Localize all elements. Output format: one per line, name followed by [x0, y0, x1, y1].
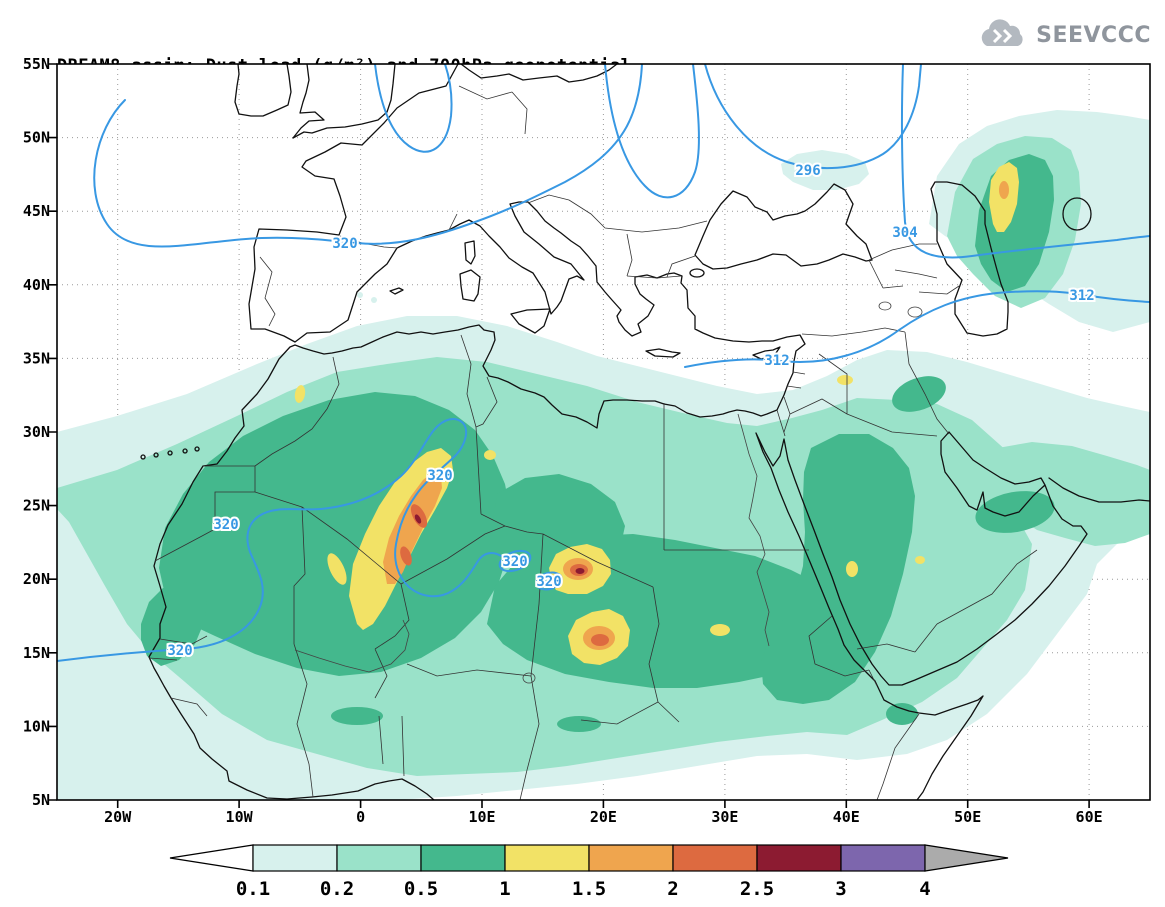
colorbar-segment [252, 844, 338, 872]
x-axis-tick-label: 30E [711, 808, 738, 826]
colorbar-arrow-low [169, 844, 254, 872]
rivers [294, 301, 923, 684]
contour-label: 320 [213, 517, 238, 533]
cloud-chevrons [993, 28, 1013, 44]
coastlines [140, 64, 1150, 800]
contour-304 [900, 64, 1150, 259]
contour-label: 320 [427, 468, 452, 484]
colorbar-segment [420, 844, 506, 872]
colorbar-segment [672, 844, 758, 872]
contour-label: 296 [795, 163, 820, 179]
y-axis-tick-label: 10N [23, 717, 50, 735]
dust-shading-level-2.5 [414, 514, 585, 574]
y-axis-tick-label: 50N [23, 129, 50, 147]
colorbar-segment [840, 844, 926, 872]
contour-trough-west [374, 64, 453, 153]
colorbar-tick-label: 1.5 [572, 878, 606, 900]
contour-320-africa [57, 417, 502, 662]
contour-label: 312 [764, 353, 789, 369]
colorbar-segment [504, 844, 590, 872]
contour-label: 320 [332, 236, 357, 252]
contour-label: 320 [536, 574, 561, 590]
logo-text: SEEVCCC [1036, 22, 1151, 48]
colorbar-arrow-high [924, 844, 1009, 872]
y-axis-tick-label: 40N [23, 276, 50, 294]
colorbar-segment [588, 844, 674, 872]
x-axis-tick-label: 10E [468, 808, 495, 826]
colorbar-segment [756, 844, 842, 872]
x-axis-tick-label: 20W [104, 808, 132, 826]
colorbar-tick-label: 0.2 [320, 878, 354, 900]
seevccc-logo: SEEVCCC [977, 18, 1151, 52]
x-axis-tick-label: 10W [226, 808, 254, 826]
x-axis-tick-label: 20E [590, 808, 617, 826]
colorbar-tick-label: 4 [919, 878, 930, 900]
colorbar-tick-label: 1 [499, 878, 510, 900]
cloud-logo-icon [981, 19, 1023, 46]
contour-labels: 320 296 304 312 312 320 320 320 320 320 [165, 161, 1096, 661]
contour-320-closed-b [535, 571, 563, 591]
x-axis: 20W 10W 0 10E 20E 30E 40E 50E 60E [104, 808, 1102, 826]
y-axis-tick-label: 25N [23, 497, 50, 515]
contour-trough-mid [604, 64, 700, 199]
x-axis-tick-label: 50E [954, 808, 981, 826]
contour-label: 320 [502, 554, 527, 570]
colorbar [169, 844, 1009, 872]
x-axis-tick-label: 60E [1076, 808, 1103, 826]
cloud-shape [981, 19, 1023, 46]
contour-320-closed-a [498, 549, 532, 573]
y-axis-tick-label: 30N [23, 423, 50, 441]
colorbar-labels: 0.1 0.2 0.5 1 1.5 2 2.5 3 4 [236, 878, 931, 900]
y-axis-tick-label: 45N [23, 202, 50, 220]
map-plot-area: 320 296 304 312 312 320 320 320 320 320 [56, 63, 1151, 801]
colorbar-tick-label: 0.5 [404, 878, 438, 900]
y-axis: 55N 50N 45N 40N 35N 30N 25N 20N 15N 10N … [23, 55, 50, 809]
colorbar-tick-label: 2 [667, 878, 678, 900]
axis-ticks [49, 63, 1090, 808]
y-axis-tick-label: 20N [23, 570, 50, 588]
contour-label: 320 [167, 643, 192, 659]
colorbar-segment [336, 844, 422, 872]
contour-label: 304 [892, 225, 917, 241]
y-axis-tick-label: 55N [23, 55, 50, 73]
y-axis-tick-label: 35N [23, 349, 50, 367]
contour-312 [684, 290, 1150, 368]
contour-label: 312 [1069, 288, 1094, 304]
colorbar-tick-label: 3 [835, 878, 846, 900]
geopotential-contours [57, 64, 1150, 662]
country-borders [148, 85, 1038, 800]
x-axis-tick-label: 0 [356, 808, 365, 826]
contour-320-europe [93, 64, 643, 248]
y-axis-tick-label: 15N [23, 644, 50, 662]
y-axis-tick-label: 5N [32, 791, 50, 809]
colorbar-tick-label: 0.1 [236, 878, 270, 900]
x-axis-tick-label: 40E [833, 808, 860, 826]
contour-296 [704, 64, 922, 170]
colorbar-tick-label: 2.5 [740, 878, 774, 900]
